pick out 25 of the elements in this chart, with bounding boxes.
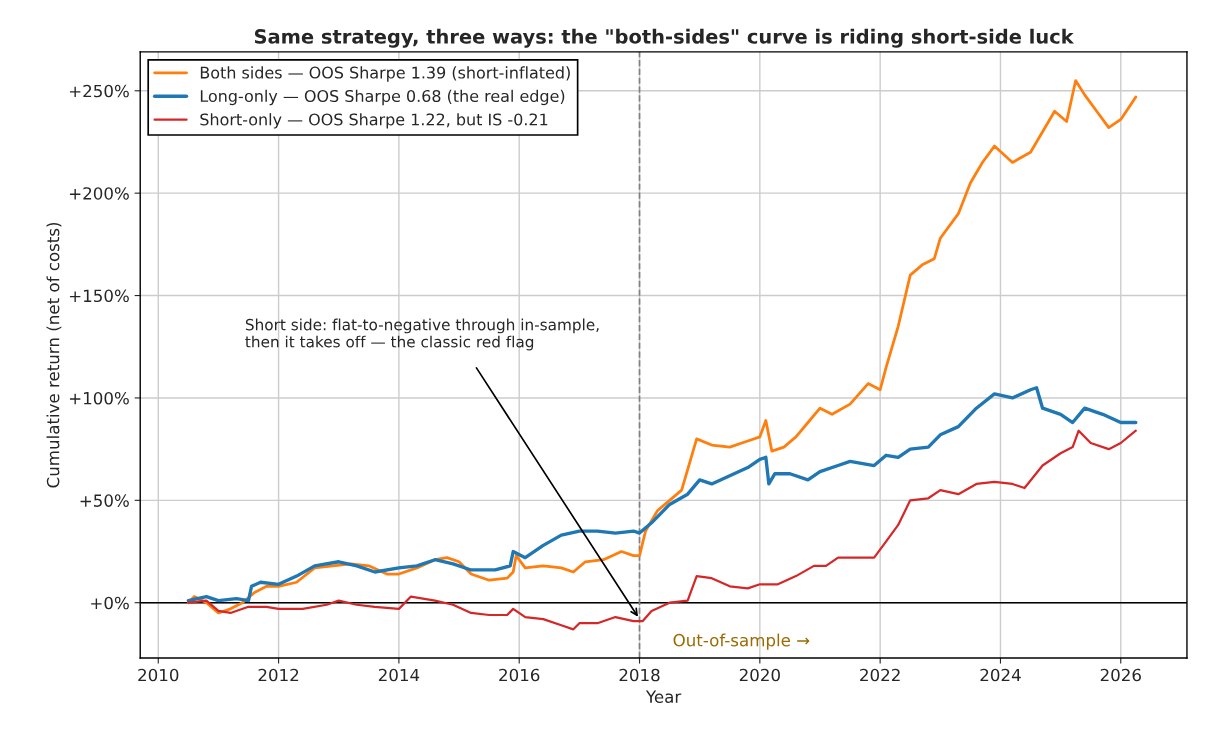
x-tick-label: 2018 [619,668,660,682]
x-axis-title: Year [645,690,682,704]
legend-label: Both sides — OOS Sharpe 1.39 (short-inflated) [200,66,570,82]
x-tick-label: 2010 [138,668,179,682]
legend-label: Long-only — OOS Sharpe 0.68 (the real edge) [200,89,565,106]
x-tick-label: 2026 [1100,668,1141,682]
x-tick-label: 2020 [739,668,780,682]
y-tick-label: +200% [69,187,129,200]
x-tick-label: 2016 [499,668,540,682]
line-series [187,429,1137,631]
x-tick-label: 2024 [980,668,1021,682]
chart-title: Same strategy, three ways: the "both-sides" curve is riding short-side luck [254,28,1075,48]
y-axis-title: Cumulative return (net of costs) [46,222,62,488]
x-tick-label: 2014 [378,668,420,682]
annotation: Short side: flat-to-negative through in-sample, then it takes off — the classic red flag [245,318,599,351]
x-tick-label: 2022 [860,668,900,682]
legend-label: Short-only — OOS Sharpe 1.22, but IS -0.21 [200,113,548,129]
x-tick-label: 2012 [258,668,299,682]
y-tick-label: +150% [69,289,129,303]
ref-line-label: Out-of-sample → [673,633,810,650]
y-tick-label: +250% [69,84,129,98]
y-tick-label: +100% [69,391,129,405]
y-tick-label: +50% [80,494,129,507]
line-series [186,386,1138,603]
y-tick-label: +0% [91,596,129,610]
